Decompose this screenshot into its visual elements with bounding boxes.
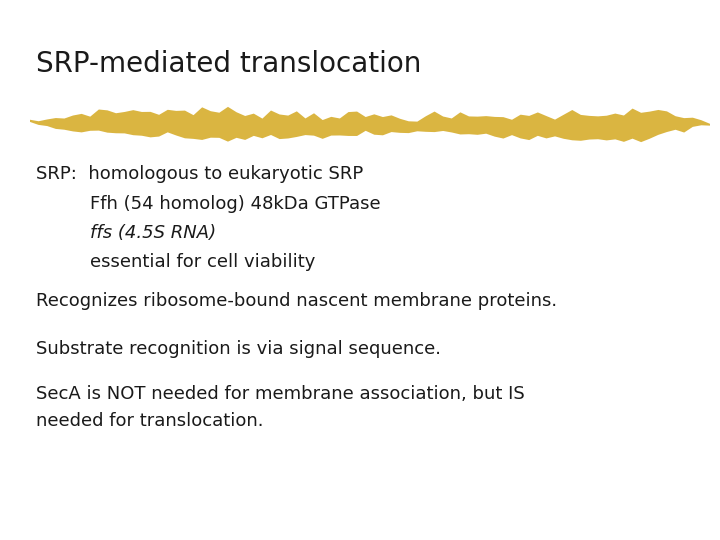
Text: SRP-mediated translocation: SRP-mediated translocation xyxy=(36,50,421,78)
Text: Recognizes ribosome-bound nascent membrane proteins.: Recognizes ribosome-bound nascent membra… xyxy=(36,292,557,310)
Text: ffs (4.5S RNA): ffs (4.5S RNA) xyxy=(90,224,216,242)
Text: SecA is NOT needed for membrane association, but IS: SecA is NOT needed for membrane associat… xyxy=(36,385,525,403)
Text: SRP:  homologous to eukaryotic SRP: SRP: homologous to eukaryotic SRP xyxy=(36,165,364,183)
Polygon shape xyxy=(30,107,710,142)
Text: essential for cell viability: essential for cell viability xyxy=(90,253,315,271)
Text: Substrate recognition is via signal sequence.: Substrate recognition is via signal sequ… xyxy=(36,340,441,358)
Text: needed for translocation.: needed for translocation. xyxy=(36,412,264,430)
Text: Ffh (54 homolog) 48kDa GTPase: Ffh (54 homolog) 48kDa GTPase xyxy=(90,195,381,213)
